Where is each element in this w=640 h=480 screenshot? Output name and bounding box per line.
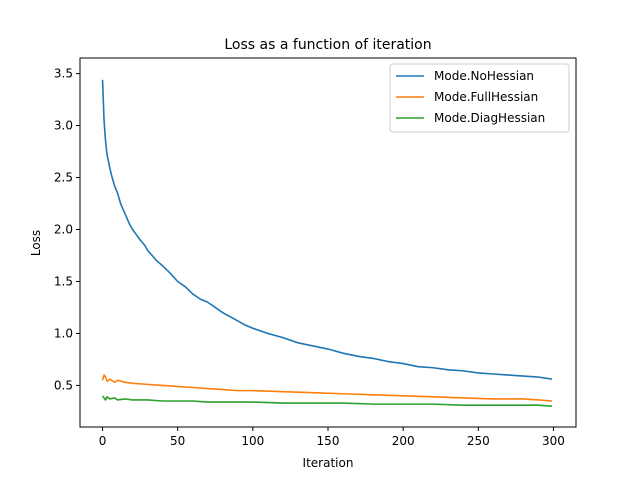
y-tick-label: 0.5	[54, 378, 73, 392]
x-tick-label: 0	[99, 434, 107, 448]
legend-box	[389, 63, 570, 133]
y-tick-label: 2.0	[54, 223, 73, 237]
x-axis: 0 50 100 150 200 250 300	[99, 427, 565, 448]
x-tick-label: 200	[392, 434, 415, 448]
y-axis-label: Loss	[29, 230, 43, 256]
x-tick-label: 100	[241, 434, 264, 448]
legend-label-2: Mode.DiagHessian	[434, 111, 545, 125]
y-tick-label: 3.0	[54, 119, 73, 133]
y-tick-label: 3.5	[54, 67, 73, 81]
y-tick-label: 1.5	[54, 274, 73, 288]
series-line-1	[101, 374, 553, 402]
x-tick-label: 150	[317, 434, 340, 448]
y-tick-label: 2.5	[54, 171, 73, 185]
legend-label-0: Mode.NoHessian	[434, 69, 534, 83]
x-tick-label: 300	[542, 434, 565, 448]
x-axis-label: Iteration	[303, 456, 354, 470]
chart-title: Loss as a function of iteration	[224, 37, 431, 53]
y-tick-label: 1.0	[54, 326, 73, 340]
series-line-0	[101, 79, 553, 380]
legend: Mode.NoHessian Mode.FullHessian Mode.DiagH…	[389, 63, 570, 133]
legend-label-1: Mode.FullHessian	[434, 90, 538, 104]
plot-series	[101, 79, 553, 408]
x-tick-label: 250	[467, 434, 490, 448]
series-line-2	[101, 395, 553, 408]
y-axis: 0.5 1.0 1.5 2.0 2.5 3.0 3.5	[54, 67, 80, 392]
x-tick-label: 50	[170, 434, 185, 448]
